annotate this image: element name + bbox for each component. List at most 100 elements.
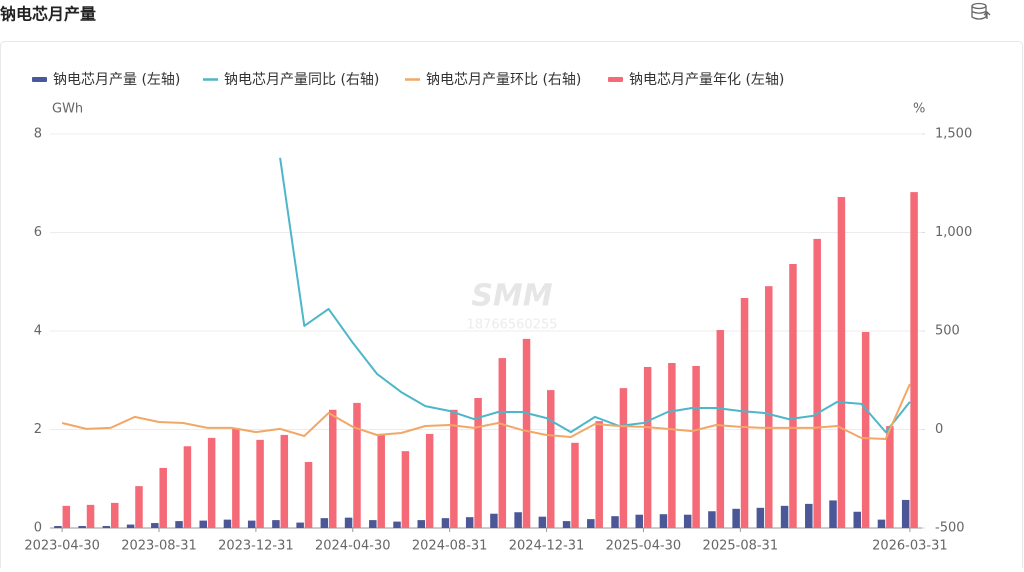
- bar: [643, 366, 652, 528]
- bar: [901, 499, 910, 528]
- x-tick-label: 2023-08-31: [121, 539, 197, 554]
- bar: [272, 520, 280, 528]
- bar: [465, 517, 474, 528]
- bar: [247, 520, 256, 528]
- bar: [498, 358, 507, 528]
- bar: [538, 516, 547, 528]
- bar: [805, 503, 813, 528]
- bar: [126, 524, 135, 528]
- bar: [490, 513, 498, 528]
- bar: [280, 434, 289, 528]
- x-tick-label: 2024-04-30: [315, 539, 391, 554]
- y-unit: GWh: [52, 102, 83, 117]
- bar: [861, 331, 870, 528]
- bar: [789, 264, 797, 528]
- bar: [175, 521, 183, 528]
- y2-unit: %: [913, 102, 925, 117]
- bar: [619, 388, 628, 528]
- bar: [183, 446, 192, 528]
- y2-tick-label: 500: [935, 324, 960, 339]
- bar: [732, 508, 740, 528]
- bar: [296, 522, 304, 528]
- x-tick-label: 2025-08-31: [703, 539, 779, 554]
- bar: [199, 520, 207, 528]
- y2-tick-label: 0: [935, 422, 943, 437]
- panel: [0, 41, 1023, 572]
- bar: [102, 526, 111, 528]
- bar: [111, 502, 119, 528]
- watermark: 18766560255: [467, 318, 558, 333]
- legend-marker: [608, 77, 623, 82]
- bar: [86, 504, 95, 528]
- bar: [571, 442, 579, 528]
- bar: [562, 521, 571, 528]
- bar: [837, 197, 846, 529]
- y-tick-label: 8: [34, 127, 42, 142]
- bar: [829, 500, 837, 528]
- bar: [780, 505, 789, 528]
- y-tick-label: 2: [34, 422, 42, 437]
- bar: [886, 426, 894, 528]
- bar: [514, 512, 522, 528]
- bar: [135, 486, 143, 528]
- bar: [683, 514, 692, 528]
- bar: [756, 507, 765, 528]
- bar: [425, 433, 434, 528]
- bar: [813, 238, 821, 528]
- legend-label: 钠电芯月产量 (左轴): [53, 72, 180, 88]
- x-tick-label: 2024-12-31: [509, 539, 585, 554]
- bar: [369, 520, 377, 528]
- bar: [740, 298, 749, 528]
- x-tick-label: 2024-08-31: [412, 539, 488, 554]
- legend-label: 钠电芯月产量年化 (左轴): [629, 72, 784, 88]
- bar: [522, 338, 531, 528]
- bar: [159, 467, 167, 528]
- x-tick-label: 2023-12-31: [218, 539, 294, 554]
- bar: [232, 428, 240, 528]
- bar: [877, 519, 886, 528]
- line: [61, 383, 911, 440]
- bar: [393, 521, 401, 528]
- bar: [304, 462, 313, 528]
- bar: [54, 526, 62, 528]
- bar: [474, 397, 482, 528]
- y-tick-label: 4: [34, 324, 42, 339]
- bar: [635, 514, 643, 528]
- y-tick-label: 6: [34, 225, 42, 240]
- bar: [587, 519, 595, 528]
- y2-tick-label: 1,000: [935, 225, 972, 240]
- bar: [329, 409, 337, 528]
- watermark: SMM: [471, 279, 552, 314]
- bar: [441, 518, 450, 528]
- export-icon[interactable]: [971, 2, 991, 20]
- bar: [320, 518, 329, 528]
- bar: [547, 390, 555, 528]
- bar: [595, 421, 603, 528]
- line: [279, 157, 911, 434]
- bar: [611, 516, 619, 528]
- bar: [401, 451, 410, 528]
- x-tick-label: 2025-04-30: [606, 539, 682, 554]
- y2-tick-label: -500: [935, 521, 965, 536]
- bar: [256, 439, 264, 528]
- chart-title: 钠电芯月产量: [0, 5, 96, 24]
- legend-label: 钠电芯月产量环比 (右轴): [426, 72, 581, 88]
- bar: [765, 286, 773, 528]
- bar: [78, 526, 86, 528]
- bar: [668, 363, 676, 528]
- bar: [377, 433, 385, 528]
- legend-label: 钠电芯月产量同比 (右轴): [224, 72, 379, 88]
- bar: [223, 519, 232, 528]
- x-tick-label: 2026-03-31: [872, 539, 948, 554]
- bar: [450, 409, 458, 528]
- bar: [62, 505, 71, 528]
- bar: [910, 192, 918, 529]
- y2-tick-label: 1,500: [935, 127, 972, 142]
- bar: [708, 511, 716, 528]
- bar: [417, 520, 425, 528]
- bar: [344, 517, 353, 528]
- bar: [692, 365, 700, 528]
- bar: [659, 514, 668, 528]
